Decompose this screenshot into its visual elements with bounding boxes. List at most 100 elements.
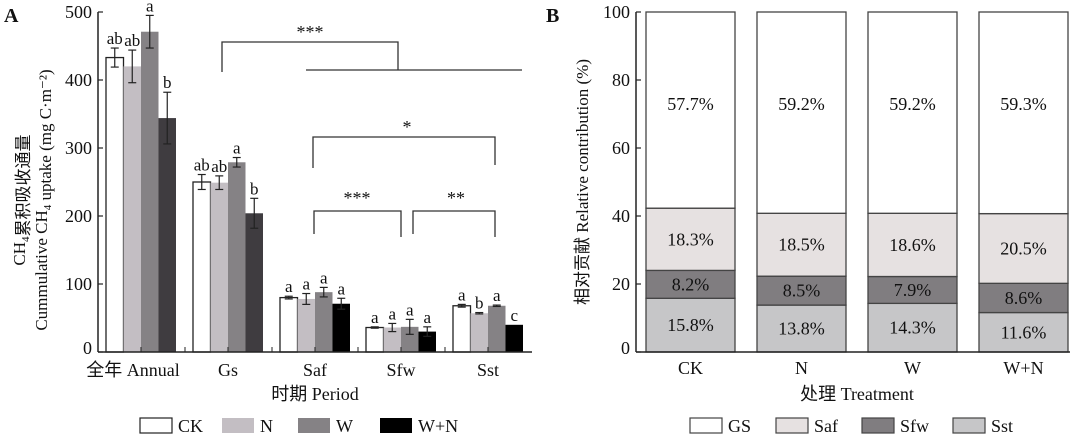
segment-sfw bbox=[756, 275, 847, 306]
legend-label: W+N bbox=[418, 416, 458, 436]
significance-label: * bbox=[403, 117, 412, 137]
bar-w bbox=[488, 305, 506, 352]
segment-label: 11.6% bbox=[1001, 322, 1047, 342]
stacked-bars: 15.8% 8.2% 18.3% 57.7% 13.8% 8.5% 18.5% 59.2% 14… bbox=[645, 11, 1069, 353]
segment-saf bbox=[756, 212, 847, 277]
x-axis-label: 处理 Treatment bbox=[800, 384, 914, 404]
significance-brackets: ******* ** bbox=[221, 22, 522, 237]
bar-ck bbox=[452, 305, 472, 353]
bracket-saf-vs-sfw bbox=[313, 210, 402, 237]
significance-letter: a bbox=[337, 279, 345, 298]
bar-wplusn bbox=[418, 331, 436, 352]
bar-wplusn bbox=[158, 118, 176, 352]
segment-label: 14.3% bbox=[889, 318, 936, 338]
segment-label: 57.7% bbox=[667, 94, 714, 114]
y-tick-label: 200 bbox=[65, 206, 92, 226]
significance-letter: a bbox=[423, 308, 431, 327]
segment-label: 59.2% bbox=[778, 94, 825, 114]
segment-sst bbox=[645, 297, 736, 353]
legend-swatch-ck bbox=[139, 417, 173, 434]
significance-label: ** bbox=[447, 188, 465, 208]
legend-label: GS bbox=[728, 416, 751, 436]
y-tick-label: 0 bbox=[83, 338, 92, 358]
significance-label: *** bbox=[297, 22, 324, 42]
bracket-saf-vs-sst bbox=[312, 136, 496, 168]
segment-label: 8.2% bbox=[672, 274, 710, 294]
y-tick-label: 80 bbox=[612, 70, 630, 90]
segment-sst bbox=[978, 311, 1069, 353]
significance-letter: ab bbox=[194, 156, 210, 175]
legend-swatch-n bbox=[222, 418, 254, 433]
y-axis-label-line2: Cummulative CH4 uptake (mg C·m⁻²) bbox=[32, 69, 55, 330]
segment-sst bbox=[867, 302, 958, 353]
x-tick-label: Gs bbox=[218, 360, 238, 380]
significance-letter: c bbox=[510, 306, 518, 325]
y-axis: 0 20 40 60 80 100 bbox=[603, 2, 641, 358]
significance-letter: a bbox=[146, 0, 154, 15]
segment-label: 18.3% bbox=[667, 229, 714, 249]
legend-label: N bbox=[260, 416, 273, 436]
significance-letter: a bbox=[320, 268, 328, 287]
significance-letter: a bbox=[285, 277, 293, 296]
segment-gs bbox=[756, 11, 847, 214]
segment-label: 8.5% bbox=[783, 281, 821, 301]
x-tick-label: Sst bbox=[477, 360, 499, 380]
x-tick-label: CK bbox=[678, 358, 703, 378]
x-axis: CK N W W+N bbox=[636, 351, 1070, 378]
y-tick-label: 60 bbox=[612, 138, 630, 158]
legend-swatch-saf bbox=[775, 417, 809, 434]
significance-letter: b bbox=[250, 179, 259, 198]
bar-ck bbox=[105, 56, 125, 353]
segment-sfw bbox=[867, 275, 958, 305]
y-tick-label: 400 bbox=[65, 70, 92, 90]
significance-letter: a bbox=[233, 139, 241, 158]
bar-ck bbox=[279, 296, 299, 353]
legend-swatch-wplusn bbox=[380, 418, 412, 433]
x-tick-label: W+N bbox=[1003, 358, 1043, 378]
y-tick-label: 100 bbox=[65, 274, 92, 294]
bar-w bbox=[141, 31, 159, 352]
segment-saf bbox=[867, 212, 958, 278]
x-tick-label: Saf bbox=[303, 360, 327, 380]
significance-letter: a bbox=[302, 275, 310, 294]
bar-n bbox=[297, 298, 315, 352]
significance-letter: a bbox=[493, 286, 501, 305]
legend-swatch-sfw bbox=[861, 417, 895, 434]
y-tick-label: 300 bbox=[65, 138, 92, 158]
significance-letter: ab bbox=[211, 157, 227, 176]
x-tick-label: Sfw bbox=[386, 360, 415, 380]
legend-label: W bbox=[336, 416, 353, 436]
segment-label: 13.8% bbox=[778, 319, 825, 339]
significance-label: *** bbox=[344, 188, 371, 208]
segment-gs bbox=[867, 11, 958, 214]
bar-w bbox=[228, 162, 246, 352]
segment-gs bbox=[978, 11, 1069, 215]
y-tick-label: 40 bbox=[612, 206, 630, 226]
y-tick-label: 100 bbox=[603, 2, 630, 22]
y-tick-label: 500 bbox=[65, 2, 92, 22]
bar-w bbox=[401, 326, 419, 352]
segment-label: 15.8% bbox=[667, 315, 714, 335]
bar-ck bbox=[365, 326, 385, 353]
legend: GS Saf Sfw Sst bbox=[689, 416, 1013, 436]
y-axis-label-line1: CH4累积吸收通量 bbox=[10, 134, 33, 265]
y-axis: 0 100 200 300 400 500 bbox=[65, 2, 103, 358]
y-axis-label: 相对贡献 Relative contribution (%) bbox=[573, 59, 592, 305]
bar-wplusn bbox=[332, 303, 350, 352]
segment-label: 7.9% bbox=[894, 280, 932, 300]
significance-letter: a bbox=[371, 308, 379, 327]
legend-label: Sfw bbox=[900, 416, 929, 436]
chart-b: B 0 20 40 60 80 100 15.8% 8.2% 18.3% 57.7% 13.8% 8… bbox=[546, 2, 1070, 436]
significance-letter: ab bbox=[107, 29, 123, 48]
legend-swatch-w bbox=[298, 418, 330, 433]
y-tick-label: 20 bbox=[612, 274, 630, 294]
segment-label: 20.5% bbox=[1000, 238, 1047, 258]
segment-sfw bbox=[645, 269, 736, 299]
segment-gs bbox=[645, 11, 736, 209]
bar-n bbox=[383, 327, 401, 352]
bar-n bbox=[123, 66, 141, 353]
legend-label: Sst bbox=[991, 416, 1013, 436]
legend-label: Saf bbox=[814, 416, 838, 436]
bracket-sfw-vs-sst bbox=[412, 210, 496, 237]
